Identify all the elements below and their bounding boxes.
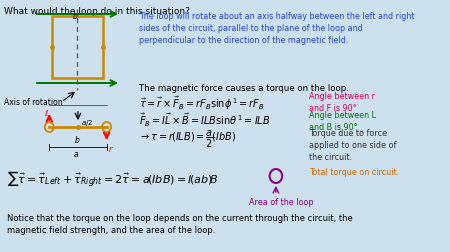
Text: $b$: $b$ — [74, 134, 81, 144]
Text: $\sum\vec{\tau} = \vec{\tau}_{Left} + \vec{\tau}_{Right} = 2\vec{\tau} = a\!\lef: $\sum\vec{\tau} = \vec{\tau}_{Left} + \v… — [7, 169, 219, 190]
Text: The magnetic force causes a torque on the loop.: The magnetic force causes a torque on th… — [139, 84, 349, 93]
Text: $b$: $b$ — [72, 10, 78, 21]
Text: Area of the loop: Area of the loop — [249, 197, 314, 206]
Text: Angle between L
and B is 90°: Angle between L and B is 90° — [309, 111, 376, 131]
Text: $\vec{\tau} = \vec{r} \times \vec{F}_B = rF_B \sin\!\phi^{\,1} = rF_B$: $\vec{\tau} = \vec{r} \times \vec{F}_B =… — [139, 94, 265, 112]
Text: Notice that the torque on the loop depends on the current through the circuit, t: Notice that the torque on the loop depen… — [7, 213, 353, 235]
Bar — [52, 17, 103, 79]
Text: $r$: $r$ — [108, 143, 113, 153]
Text: $\vec{F}_B = I\vec{L} \times \vec{B} = ILB\sin\!\theta^{\,1} = ILB$: $\vec{F}_B = I\vec{L} \times \vec{B} = I… — [139, 112, 270, 129]
Text: The loop will rotate about an axis halfway between the left and right
sides of t: The loop will rotate about an axis halfw… — [139, 12, 414, 45]
Text: Angle between r
and F is 90°: Angle between r and F is 90° — [309, 92, 375, 112]
Text: $\rightarrow \tau = r\!\left(ILB\right) = \dfrac{a}{2}\!\left(IbB\right)$: $\rightarrow \tau = r\!\left(ILB\right) … — [139, 129, 236, 149]
Text: $a/2$: $a/2$ — [81, 117, 93, 128]
Text: What would the loop do in this situation?: What would the loop do in this situation… — [4, 7, 190, 16]
Text: Axis of rotation: Axis of rotation — [4, 98, 63, 107]
Text: Torque due to force
applied to one side of
the circuit.: Torque due to force applied to one side … — [309, 129, 396, 161]
Text: Total torque on circuit.: Total torque on circuit. — [309, 167, 399, 176]
Text: $a$: $a$ — [73, 149, 79, 158]
Text: $\ell$: $\ell$ — [44, 108, 49, 117]
